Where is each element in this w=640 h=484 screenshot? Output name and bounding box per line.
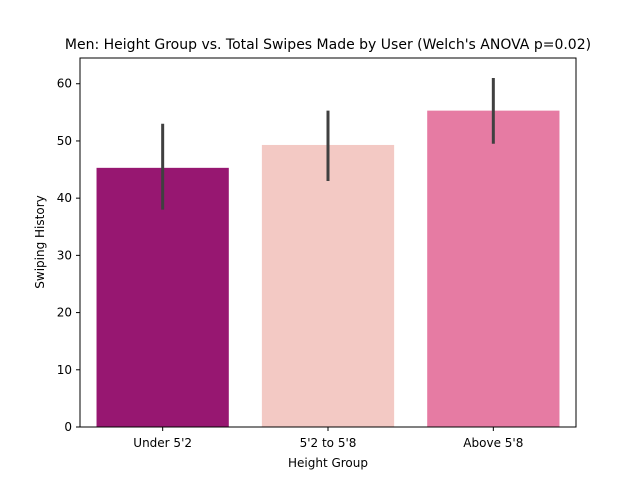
bar-1 [261,144,395,427]
y-tick-label-0: 0 [64,420,72,434]
y-tick-label-1: 10 [57,363,72,377]
chart-title: Men: Height Group vs. Total Swipes Made … [65,37,591,53]
y-tick-label-3: 30 [57,248,72,262]
x-tick-label-0: Under 5'2 [133,436,192,450]
x-axis-label: Height Group [288,456,368,470]
bar-2 [427,110,560,427]
y-tick-label-2: 20 [57,306,72,320]
bar-0 [96,167,229,427]
bars-layer [96,110,560,427]
y-axis-label: Swiping History [33,195,47,288]
y-tick-label-5: 50 [57,134,72,148]
y-axis: 0 10 20 30 40 50 60 [57,77,80,434]
y-tick-label-6: 60 [57,77,72,91]
error-bars-layer [161,78,495,210]
x-axis: Under 5'2 5'2 to 5'8 Above 5'8 [133,427,523,450]
x-tick-label-1: 5'2 to 5'8 [300,436,357,450]
y-tick-label-4: 40 [57,191,72,205]
x-tick-label-2: Above 5'8 [463,436,523,450]
